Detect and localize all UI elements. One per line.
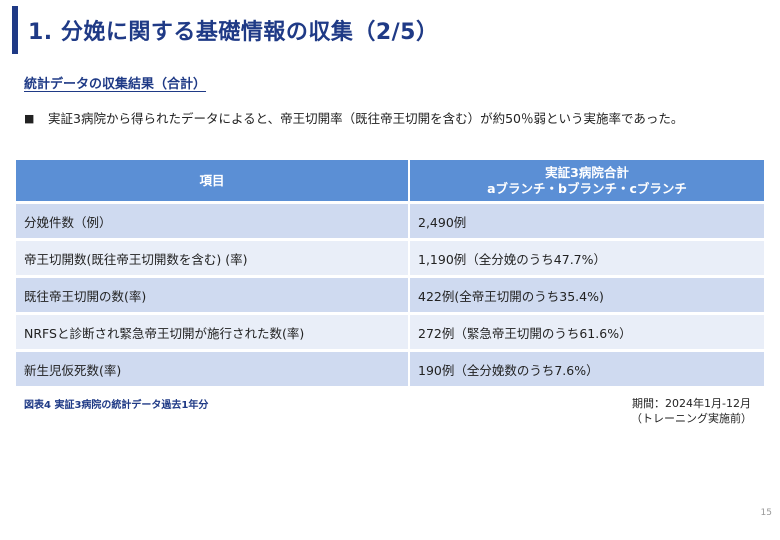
table-row: 分娩件数（例） 2,490例 — [16, 201, 764, 240]
header-value-line1: 実証3病院合計 — [545, 164, 629, 180]
header-item: 項目 — [16, 160, 410, 203]
statistics-table: 項目 実証3病院合計 aブランチ・bブランチ・cブランチ 分娩件数（例） 2,4… — [16, 160, 764, 386]
row-value: 422例(全帝王切開のうち35.4%) — [409, 275, 764, 314]
figure-caption: 図表4 実証3病院の統計データ過去1年分 — [24, 400, 209, 411]
bullet-text: 実証3病院から得られたデータによると、帝王切開率（既往帝王切開を含む）が約50％… — [48, 111, 684, 126]
page-number: 15 — [760, 508, 772, 518]
row-value: 272例（緊急帝王切開のうち61.6%） — [409, 312, 764, 351]
table-row: 新生児仮死数(率) 190例（全分娩数のうち7.6%） — [16, 349, 764, 386]
table-header-row: 項目 実証3病院合計 aブランチ・bブランチ・cブランチ — [16, 160, 764, 203]
square-bullet-icon: ■ — [24, 112, 35, 125]
bullet-point: ■ 実証3病院から得られたデータによると、帝王切開率（既往帝王切開を含む）が約5… — [24, 109, 759, 128]
section-subtitle: 統計データの収集結果（合計） — [24, 77, 207, 92]
row-item: 既往帝王切開の数(率) — [16, 275, 410, 314]
row-item: 分娩件数（例） — [16, 201, 410, 240]
table-row: NRFSと診断され緊急帝王切開が施行された数(率) 272例（緊急帝王切開のうち… — [16, 312, 764, 351]
row-value: 1,190例（全分娩のうち47.7%） — [409, 238, 764, 277]
table-row: 帝王切開数(既往帝王切開数を含む) (率) 1,190例（全分娩のうち47.7%… — [16, 238, 764, 277]
period-line1: 期間：2024年1月-12月 — [632, 397, 751, 410]
table-row: 既往帝王切開の数(率) 422例(全帝王切開のうち35.4%) — [16, 275, 764, 314]
page-title: 1. 分娩に関する基礎情報の収集（2/5） — [28, 20, 439, 45]
row-value: 2,490例 — [409, 201, 764, 240]
row-value: 190例（全分娩数のうち7.6%） — [409, 349, 764, 386]
row-item: NRFSと診断され緊急帝王切開が施行された数(率) — [16, 312, 410, 351]
row-item: 帝王切開数(既往帝王切開数を含む) (率) — [16, 238, 410, 277]
header-value-line2: aブランチ・bブランチ・cブランチ — [487, 180, 687, 196]
title-accent-bar — [12, 6, 18, 54]
period-line2: （トレーニング実施前） — [631, 412, 752, 425]
header-value: 実証3病院合計 aブランチ・bブランチ・cブランチ — [409, 160, 764, 203]
period-note: 期間：2024年1月-12月 （トレーニング実施前） — [631, 396, 752, 426]
row-item: 新生児仮死数(率) — [16, 349, 410, 386]
